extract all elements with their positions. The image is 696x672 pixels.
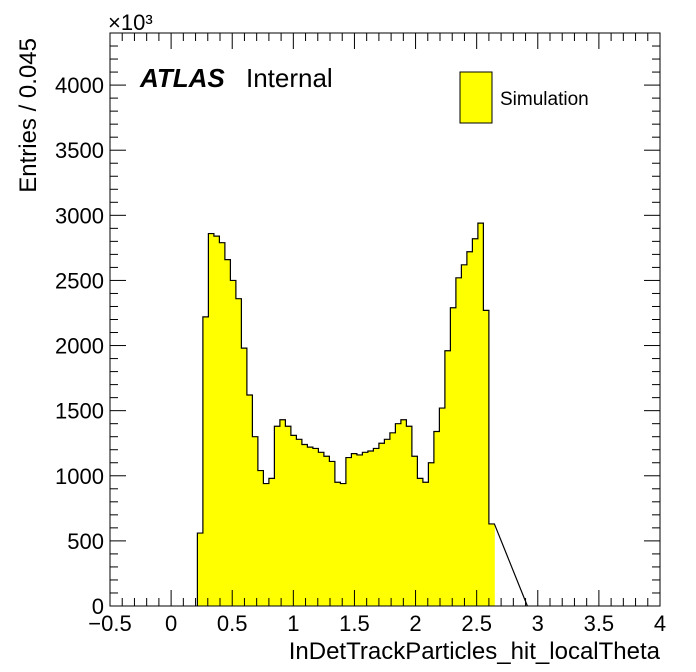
x-tick-label: 2 (409, 611, 421, 636)
histogram-bin (296, 439, 303, 606)
histogram-bin (334, 482, 341, 606)
y-tick-label: 3500 (55, 138, 104, 163)
histogram-bin (285, 426, 292, 606)
histogram-bin (257, 470, 264, 606)
histogram-bin (428, 462, 435, 606)
x-tick-label: 1 (287, 611, 299, 636)
histogram-bin (307, 447, 314, 606)
tick-labels: −0.5 0 0.5 1 1.5 2 2.5 3 3.5 40500100015002000250… (55, 73, 666, 636)
histogram-bin (279, 419, 286, 606)
histogram-bin (219, 242, 226, 607)
histogram-bin (378, 443, 385, 606)
histogram-bin (488, 523, 495, 606)
y-tick-label: 3000 (55, 203, 104, 228)
y-tick-label: 1500 (55, 399, 104, 424)
axis-ticks (109, 32, 661, 607)
histogram-bin (367, 451, 374, 606)
x-tick-label: 0.5 (217, 611, 248, 636)
y-axis-title: Entries / 0.045 (15, 38, 42, 193)
atlas-label-normal: Internal (246, 63, 333, 93)
histogram-bin (202, 316, 209, 606)
histogram-bin (312, 448, 319, 606)
x-tick-label: 0 (165, 611, 177, 636)
histogram-bin (329, 461, 336, 606)
histogram-bin (439, 408, 446, 606)
histogram-bin (241, 348, 248, 606)
histogram-bin (224, 259, 231, 606)
histogram-bin (362, 452, 369, 606)
histogram-outline (196, 222, 528, 607)
x-axis-title: InDetTrackParticles_hit_localTheta (289, 638, 661, 665)
histogram-bin (263, 483, 270, 606)
histogram-bin (450, 307, 457, 606)
histogram-bin (290, 435, 297, 606)
legend-swatch (459, 71, 493, 124)
x-tick-label: 2.5 (461, 611, 492, 636)
histogram-bin (444, 350, 451, 606)
histogram-bin (213, 236, 220, 606)
x-tick-label: 1.5 (339, 611, 370, 636)
histogram-bin (417, 478, 424, 606)
histogram-bin (274, 426, 281, 606)
histogram-bin (323, 456, 330, 606)
x-tick-label: −0.5 (88, 611, 131, 636)
histogram-bin (340, 483, 347, 606)
y-tick-label: 4000 (55, 73, 104, 98)
histogram-bin (422, 482, 429, 606)
y-tick-label: 500 (67, 529, 104, 554)
histogram-bin (433, 431, 440, 606)
histogram-bin (384, 439, 391, 606)
histogram-bin (461, 264, 468, 606)
y-multiplier-label: ×10³ (108, 10, 153, 35)
x-tick-label: 4 (654, 611, 666, 636)
y-tick-label: 0 (92, 594, 104, 619)
histogram-bin (230, 280, 237, 606)
histogram-bin (406, 426, 413, 606)
y-tick-label: 2000 (55, 334, 104, 359)
histogram-bin (400, 419, 407, 606)
atlas-label: ATLAS Internal (139, 63, 333, 93)
histogram-bin (246, 395, 253, 606)
histogram-bin (268, 478, 275, 606)
x-tick-label: 3.5 (584, 611, 615, 636)
histogram-bin (208, 233, 215, 607)
histogram-bin (389, 432, 396, 606)
histogram-bin (395, 423, 402, 606)
histogram-bars (196, 222, 528, 607)
histogram-bin (356, 454, 363, 606)
histogram-bin (351, 453, 358, 606)
histogram-bin (318, 452, 325, 606)
y-tick-label: 1000 (55, 464, 104, 489)
histogram-bin (252, 436, 259, 606)
histogram-bin (411, 456, 418, 606)
x-tick-label: 3 (532, 611, 544, 636)
histogram-bin (235, 298, 242, 606)
histogram-bin (345, 457, 352, 606)
legend-entry-label: Simulation (500, 89, 589, 110)
atlas-label-bold: ATLAS (139, 63, 225, 93)
histogram-bin (455, 277, 462, 606)
y-tick-label: 2500 (55, 268, 104, 293)
histogram-bin (466, 251, 473, 607)
histogram-bin (477, 223, 484, 606)
svg-text:ATLAS Internal: ATLAS Internal (139, 63, 333, 93)
legend: Simulation (459, 71, 589, 124)
histogram-bin (472, 238, 479, 606)
histogram-bin (483, 310, 490, 606)
histogram-bin (301, 444, 308, 606)
histogram-bin (197, 533, 204, 606)
histogram-bin (373, 448, 380, 606)
